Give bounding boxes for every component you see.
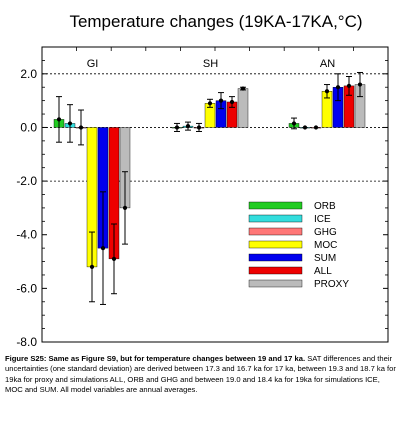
mean-point-ORB-GI (56, 117, 62, 122)
mean-point-MOC-SH (207, 101, 213, 106)
legend-label-MOC: MOC (314, 240, 337, 251)
mean-point-GHG-AN (313, 125, 319, 130)
y-tick-label: -8.0 (16, 335, 37, 349)
legend-swatch-MOC (248, 240, 303, 249)
legend-swatch-ALL (248, 266, 303, 275)
category-label-SH: SH (203, 58, 218, 70)
mean-point-SUM-AN (335, 85, 341, 90)
category-label-GI: GI (87, 58, 99, 70)
mean-point-MOC-GI (89, 264, 95, 270)
legend-swatch-ICE (248, 214, 303, 223)
mean-point-ALL-GI (111, 256, 117, 261)
mean-point-GHG-SH (196, 125, 202, 130)
caption-label: Figure S25: (5, 354, 47, 363)
mean-point-PROXY-GI (122, 205, 128, 211)
mean-point-PROXY-AN (357, 82, 363, 87)
legend-label-ORB: ORB (314, 201, 336, 212)
legend-swatch-GHG (248, 227, 303, 236)
legend-label-ICE: ICE (314, 214, 331, 225)
caption-title: Same as Figure S9, but for temperature c… (48, 354, 306, 363)
axes: GI SH AN 2.0 0.0 -2.0 -4.0 -6.0 -8.0 (16, 46, 389, 349)
y-tick-label: 0.0 (20, 120, 37, 134)
mean-point-ALL-SH (229, 99, 235, 105)
figure-caption: Figure S25: Same as Figure S9, but for t… (5, 354, 397, 395)
mean-point-SUM-SH (218, 98, 224, 103)
legend-label-GHG: GHG (314, 227, 337, 238)
category-label-AN: AN (320, 58, 335, 70)
mean-point-ORB-SH (174, 125, 180, 130)
legend-label-ALL: ALL (314, 266, 332, 277)
y-tick-label: -4.0 (16, 228, 37, 242)
bar-groups (53, 71, 366, 305)
mean-point-SUM-GI (100, 246, 106, 251)
mean-point-ORB-AN (291, 121, 297, 126)
mean-point-GHG-GI (78, 125, 84, 130)
bar-PROXY-SH (237, 88, 249, 128)
mean-point-PROXY-SH (240, 86, 246, 91)
legend-swatch-PROXY (248, 279, 303, 288)
chart-title: Temperature changes (19KA-17KA,°C) (69, 12, 362, 31)
y-tick-label: -6.0 (16, 281, 37, 295)
mean-point-ICE-AN (302, 125, 308, 130)
mean-point-ICE-GI (67, 121, 73, 126)
y-tick-label: -2.0 (16, 174, 37, 188)
y-tick-label: 2.0 (20, 67, 37, 81)
legend-label-PROXY: PROXY (314, 279, 349, 290)
temperature-bar-chart: Temperature changes (19KA-17KA,°C) GI SH A… (16, 12, 389, 349)
mean-point-ICE-SH (185, 124, 191, 129)
legend-swatch-ORB (248, 201, 303, 210)
legend-label-SUM: SUM (314, 253, 336, 264)
legend: ORB ICE GHG MOC SUM ALL PROXY (248, 201, 349, 290)
legend-swatch-SUM (248, 253, 303, 262)
mean-point-ALL-AN (346, 83, 352, 88)
caption-body: SAT differences and their uncertainties … (5, 354, 396, 394)
mean-point-MOC-AN (324, 89, 330, 94)
